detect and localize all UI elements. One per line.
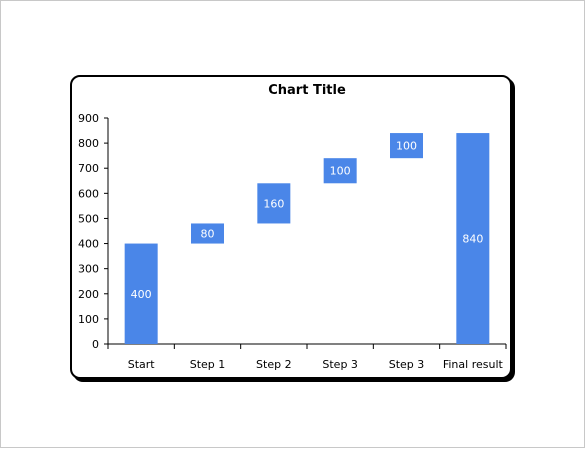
chart-title: Chart Title	[268, 83, 346, 98]
bar-2	[257, 183, 291, 224]
y-tick-label: 100	[78, 313, 99, 326]
data-label-4: 100	[396, 140, 417, 153]
y-tick-label: 0	[92, 338, 99, 351]
chart-bars	[124, 133, 490, 344]
y-tick-label: 400	[78, 238, 99, 251]
y-tick-label: 300	[78, 263, 99, 276]
y-tick-label: 700	[78, 162, 99, 175]
x-tick-label-1: Step 1	[190, 358, 226, 371]
chart-labels: 400 Start 80 Step 1 160 Step 2 100 Step 3 100 Ste…	[128, 140, 504, 371]
data-label-0: 400	[131, 288, 152, 301]
chart-axes: 0 100 200 300 400 500 600 700 800 900	[78, 112, 507, 351]
bar-4	[390, 133, 423, 159]
bar-0	[124, 243, 158, 344]
y-tick-label: 800	[78, 137, 99, 150]
x-tick-label-0: Start	[128, 358, 156, 371]
y-tick-label: 600	[78, 187, 99, 200]
data-label-1: 80	[201, 228, 215, 241]
y-tick-label: 500	[78, 212, 99, 225]
y-tick-label: 200	[78, 288, 99, 301]
bar-3	[323, 158, 357, 184]
data-label-3: 100	[330, 165, 351, 178]
y-tick-label: 900	[78, 112, 99, 125]
x-tick-label-2: Step 2	[256, 358, 292, 371]
x-tick-label-4: Step 3	[389, 358, 425, 371]
data-label-2: 160	[263, 197, 284, 210]
bar-5	[456, 133, 490, 344]
x-tick-label-3: Step 3	[322, 358, 358, 371]
x-tick-label-5: Final result	[443, 358, 504, 371]
data-label-5: 840	[462, 233, 483, 246]
bar-1	[191, 223, 224, 244]
